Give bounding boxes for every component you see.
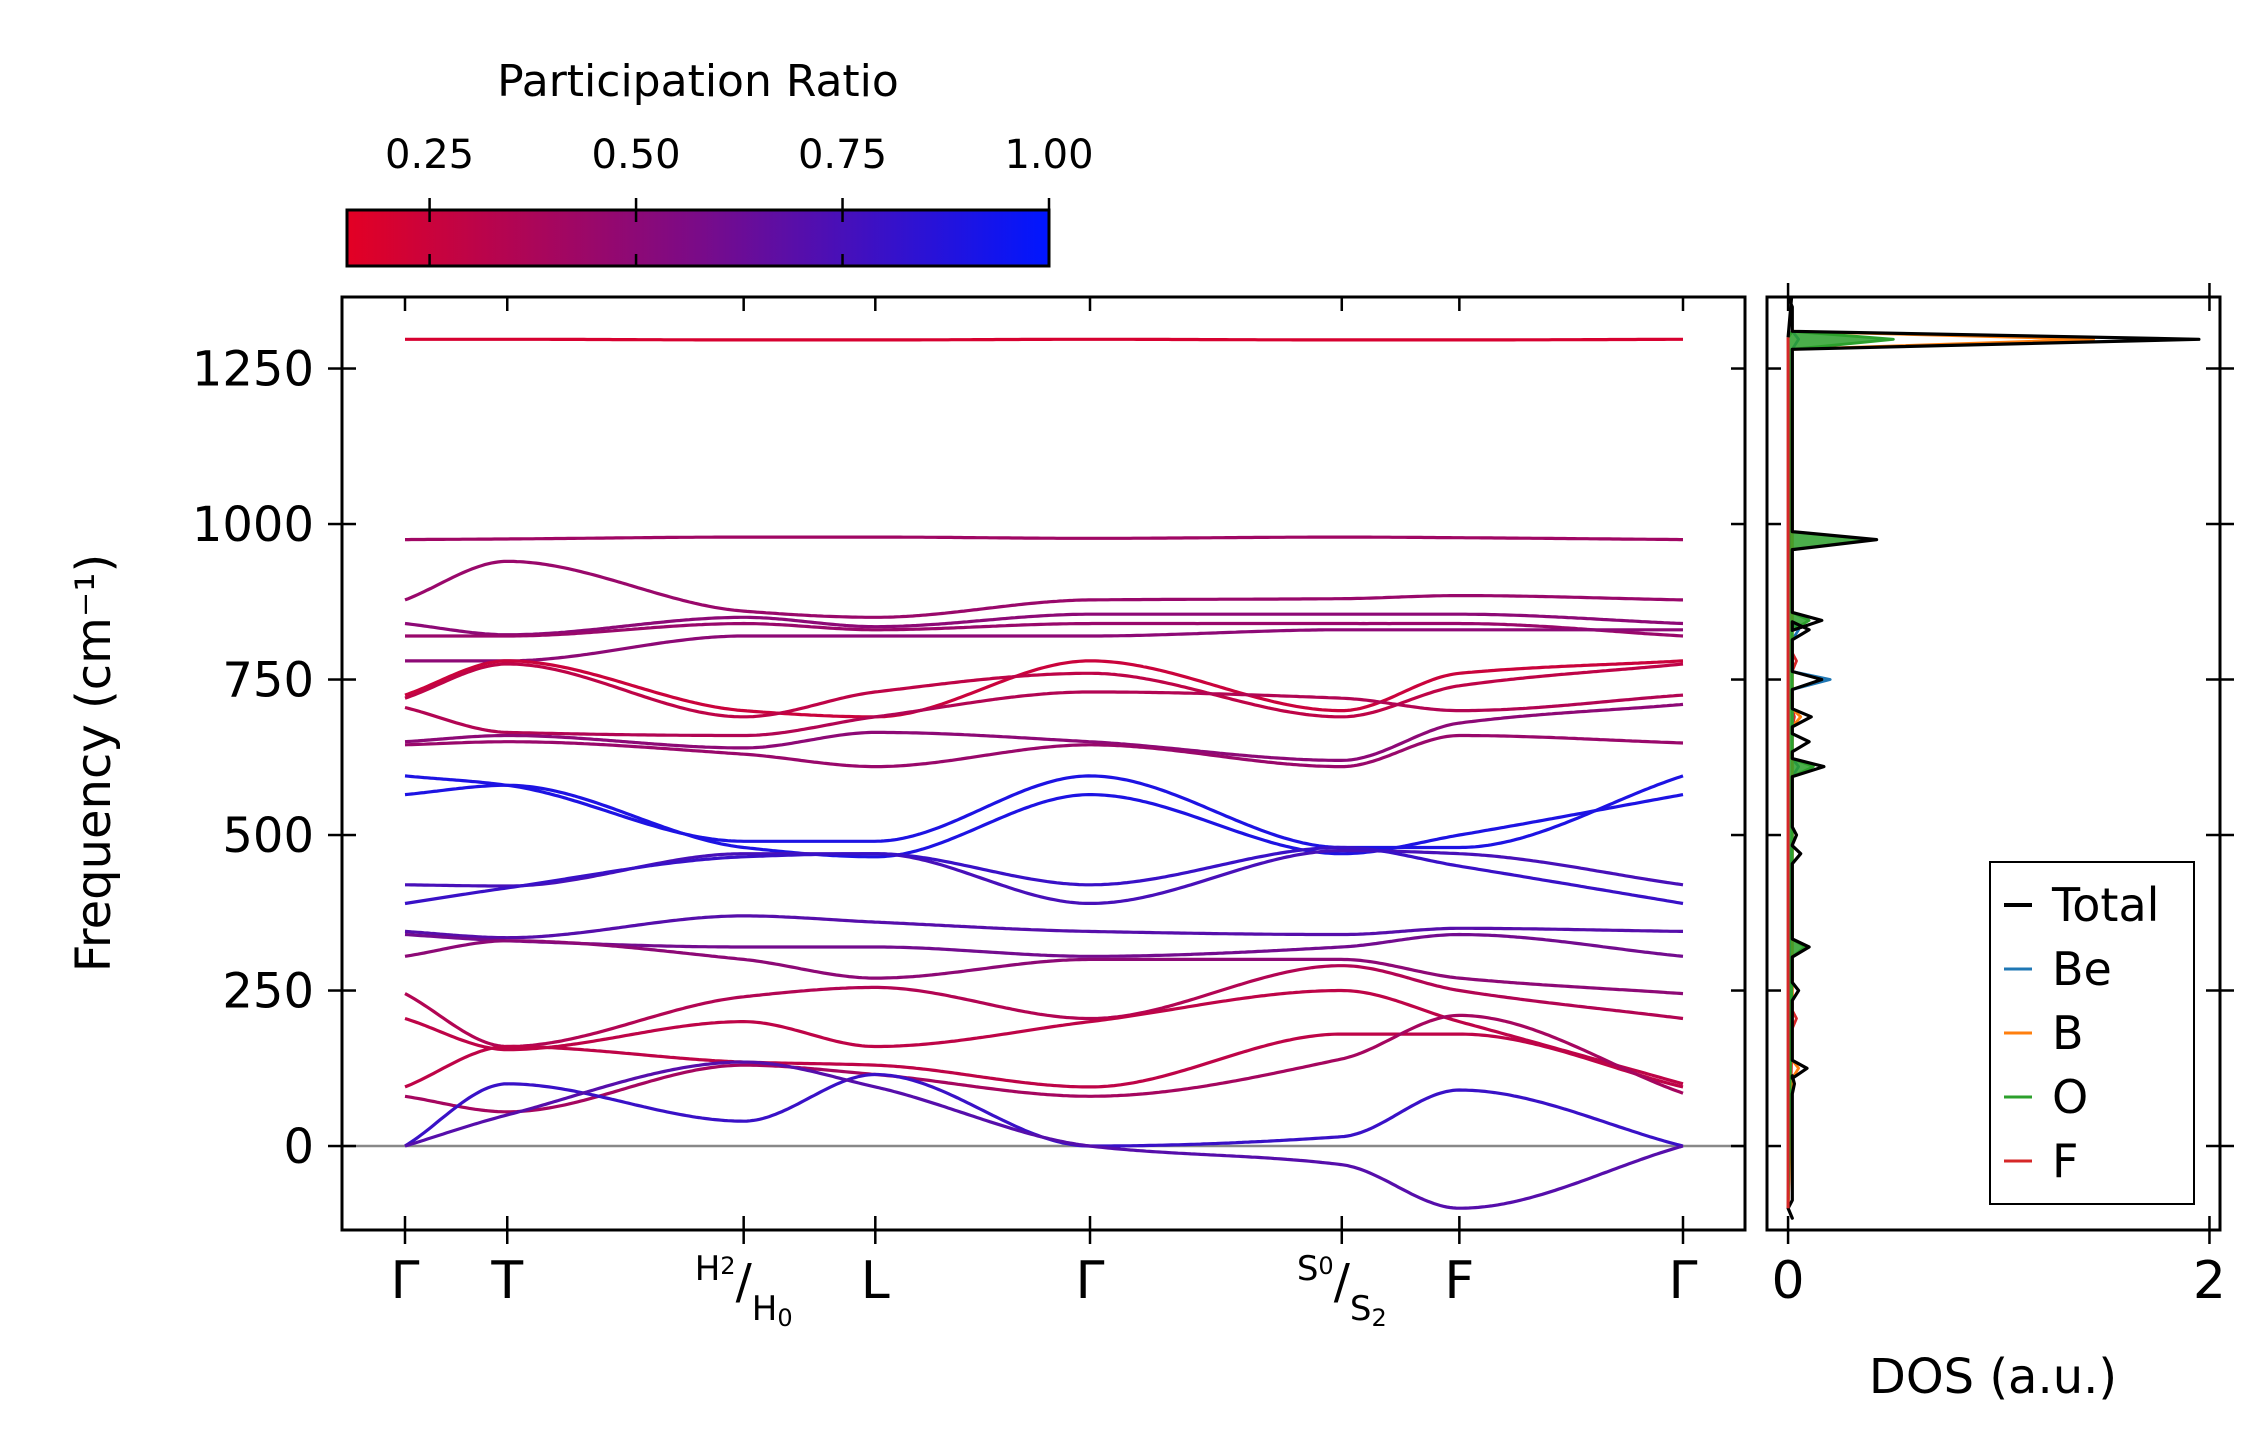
phonon-band-9	[404, 690, 1684, 738]
kpoint-label: L	[861, 1251, 890, 1311]
band-lines	[404, 337, 1684, 1210]
legend-label-b: B	[2052, 1006, 2084, 1060]
dos-x-tick-label: 2	[2193, 1251, 2226, 1311]
phonon-band-7	[404, 659, 1684, 719]
phonon-band-5	[405, 621, 1684, 638]
phonon-band-18	[404, 939, 1684, 996]
colorbar-title: Participation Ratio	[497, 56, 899, 107]
colorbar-gradient	[345, 208, 1051, 268]
phonon-band-1	[405, 337, 1683, 342]
phonon-band-24	[404, 1060, 1684, 1210]
dos-x-tick-label: 0	[1772, 1251, 1805, 1311]
dos-legend: Total Be BOF	[1989, 861, 2195, 1205]
colorbar-ticks: 0.25 0.50 0.75 1.00	[385, 132, 1094, 266]
band-y-ticks: 0 250 500 750 1000 1250	[192, 342, 1745, 1175]
kpoint-label: Γ	[391, 1251, 420, 1311]
kpoint-label: Γ	[1669, 1251, 1698, 1311]
band-y-tick-label: 500	[222, 808, 314, 864]
band-y-tick-label: 1000	[192, 497, 314, 553]
colorbar-tick-label: 1.00	[1004, 132, 1093, 178]
kpoint-label: T	[490, 1251, 523, 1311]
phonon-band-13	[404, 783, 1684, 859]
phonon-band-20	[404, 988, 1684, 1086]
phonon-band-12	[404, 774, 1684, 850]
phonon-band-6	[405, 628, 1683, 663]
kpoint-label: F	[1444, 1251, 1474, 1311]
band-x-ticks: Γ T H2/H0 L Γ S0/S2 F Γ	[391, 297, 1698, 1332]
phonon-band-17	[404, 932, 1684, 958]
band-structure-plot: 0 250 500 750 1000 1250 Γ T H2/H0 L Γ S0/S2 F Γ Freq…	[66, 295, 1747, 1332]
dos-series-o	[1786, 329, 1895, 1209]
kpoint-label: H2/H0	[695, 1249, 793, 1332]
dos-series-total	[1786, 297, 2201, 1220]
phonon-band-19	[404, 964, 1684, 1049]
dos-axes-frame	[1765, 295, 2222, 1232]
dos-lines	[1786, 297, 2201, 1220]
phonon-band-2	[405, 535, 1683, 542]
phonon-band-21	[404, 1032, 1684, 1089]
band-y-tick-label: 1250	[192, 342, 314, 398]
dos-x-axis-label: DOS (a.u.)	[1869, 1349, 2117, 1405]
dos-series-f	[1786, 337, 1798, 1209]
kpoint-label: S0/S2	[1297, 1249, 1387, 1332]
band-y-axis-label: Frequency (cm⁻¹)	[66, 554, 122, 972]
colorbar-tick-label: 0.25	[385, 132, 474, 178]
colorbar-tick-label: 0.50	[592, 132, 681, 178]
phonon-band-14	[405, 849, 1684, 905]
legend-label-f: F	[2052, 1134, 2078, 1188]
phonon-band-11	[404, 733, 1684, 769]
band-y-tick-label: 250	[222, 964, 314, 1020]
legend-label-be: Be	[2052, 942, 2112, 996]
band-y-tick-label: 750	[222, 653, 314, 709]
phonon-band-3	[404, 559, 1683, 619]
colorbar: Participation Ratio 0.25 0.50 0.75 1.00	[345, 56, 1094, 268]
phonon-band-4	[404, 612, 1684, 637]
phonon-band-8	[404, 662, 1684, 719]
colorbar-tick-label: 0.75	[798, 132, 887, 178]
band-y-tick-label: 0	[283, 1119, 314, 1175]
phonon-band-16	[404, 914, 1683, 940]
legend-label-o: O	[2052, 1070, 2088, 1124]
phonon-band-10	[404, 702, 1684, 762]
phonon-band-15	[404, 845, 1684, 906]
legend-label-total: Total	[2051, 878, 2159, 932]
phonon-band-22	[404, 1013, 1684, 1114]
band-axes-frame	[340, 295, 1747, 1232]
kpoint-label: Γ	[1076, 1251, 1105, 1311]
